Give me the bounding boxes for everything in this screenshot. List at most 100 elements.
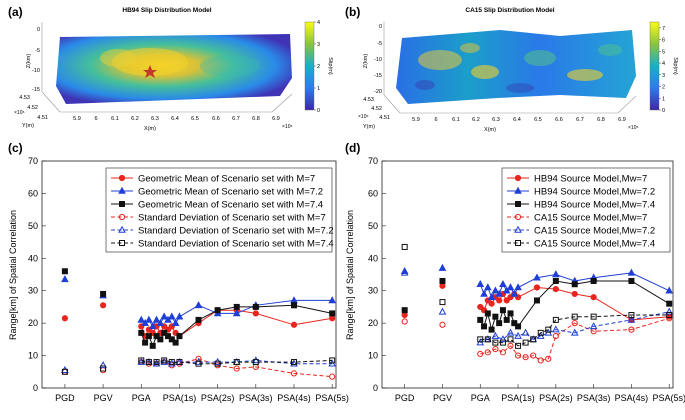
y-tick-label: 0 — [33, 383, 38, 393]
svg-text:5.9: 5.9 — [73, 116, 81, 122]
svg-text:6.5: 6.5 — [191, 116, 199, 122]
legend-label: Standard Deviation of Scenario set with … — [138, 239, 334, 250]
data-point — [480, 289, 488, 297]
colorbar-tick-label: 6 — [662, 38, 665, 44]
data-point — [118, 174, 126, 182]
data-point — [522, 354, 529, 361]
legend-entry: Standard Deviation of Scenario set with … — [111, 226, 334, 237]
data-point — [290, 359, 298, 367]
data-point — [137, 315, 146, 323]
panel-a-y-exponent: ×10⁶ — [14, 110, 25, 116]
data-point — [507, 336, 514, 343]
svg-text:6.6: 6.6 — [212, 116, 220, 122]
series-line — [480, 314, 670, 347]
svg-text:-10: -10 — [32, 68, 40, 74]
data-point — [514, 186, 522, 194]
data-point — [628, 277, 635, 284]
legend-box — [105, 167, 333, 253]
data-point — [142, 339, 149, 346]
svg-text:6.1: 6.1 — [111, 116, 119, 122]
legend-entry: CA15 Source Model,Mw=7.2 — [507, 226, 655, 237]
panel-a-axes — [41, 22, 293, 113]
y-tick-label: 50 — [368, 221, 378, 231]
series-line — [480, 311, 670, 344]
data-point — [233, 365, 240, 372]
data-point — [99, 367, 107, 374]
svg-text:4.51: 4.51 — [37, 115, 48, 121]
data-point — [545, 326, 552, 333]
data-point — [571, 320, 578, 327]
x-tick-label: PGD — [55, 393, 75, 403]
x-tick-label: PSA(3s) — [577, 393, 611, 403]
x-tick-label: PSA(3s) — [239, 393, 273, 403]
data-point — [507, 310, 514, 317]
data-point — [533, 273, 541, 281]
svg-text:6.2: 6.2 — [131, 116, 139, 122]
data-point — [507, 342, 514, 349]
data-point — [176, 333, 183, 340]
data-point — [515, 323, 522, 330]
data-point — [476, 279, 485, 288]
data-point — [291, 302, 297, 309]
data-point — [628, 312, 635, 319]
svg-text:-20: -20 — [374, 89, 382, 95]
data-point — [537, 329, 544, 336]
data-point — [628, 326, 635, 333]
panel-b-y-label: Y(m) — [363, 124, 375, 130]
data-point — [118, 186, 126, 194]
data-point — [100, 365, 107, 372]
svg-text:-15: -15 — [374, 73, 382, 79]
y-tick-label: 50 — [28, 221, 38, 231]
data-point — [510, 289, 519, 297]
data-point — [521, 328, 530, 336]
panel-b-slip-surface — [396, 30, 636, 104]
data-point — [499, 339, 506, 346]
data-point — [168, 359, 175, 366]
colorbar-tick-label: 1 — [662, 96, 665, 102]
legend-entry: Standard Deviation of Scenario set with … — [111, 213, 326, 224]
data-point — [439, 321, 446, 328]
legend-label: Standard Deviation of Scenario set with … — [138, 226, 334, 237]
panel-b: (b) CA15 Slip Distribution Model 0 -5 -1… — [345, 5, 678, 133]
y-tick-label: 10 — [368, 351, 378, 361]
legend-label: HB94 Source Model,Mw=7 — [534, 174, 647, 185]
panel-b-axes — [383, 22, 637, 114]
legend-label: CA15 Source Model,Mw=7.2 — [534, 226, 655, 237]
data-point — [533, 297, 540, 304]
data-point — [552, 277, 559, 284]
data-point — [172, 339, 179, 346]
y-tick-label: 0 — [373, 383, 378, 393]
panel-b-letter: (b) — [345, 5, 360, 19]
data-point — [627, 315, 636, 323]
data-point — [515, 240, 521, 246]
data-point — [545, 355, 552, 362]
colorbar-tick-label: 1 — [317, 86, 320, 92]
svg-text:0: 0 — [37, 27, 40, 33]
svg-text:4.53: 4.53 — [363, 97, 374, 103]
x-tick-label: PSA(2s) — [201, 393, 235, 403]
data-point — [477, 336, 484, 343]
data-point — [329, 373, 336, 380]
data-point — [522, 339, 529, 346]
x-tick-label: PSA(2s) — [539, 393, 573, 403]
colorbar-tick-label: 2 — [317, 64, 320, 70]
data-point — [438, 307, 447, 315]
svg-text:5.9: 5.9 — [412, 117, 420, 123]
legend-label: Geometric Mean of Scenario set with M=7.… — [138, 200, 323, 211]
data-point — [488, 300, 495, 307]
panel-b-colorbar-ticks: 0 1 2 3 4 5 6 7 — [659, 26, 665, 114]
svg-text:4.51: 4.51 — [379, 115, 390, 121]
data-point — [145, 359, 152, 366]
data-point — [118, 213, 126, 221]
panel-c-ylabel: Range[km] of Spatial Correlation — [8, 210, 18, 340]
legend: HB94 Source Model,Mw=7 HB94 Source Model,… — [501, 167, 671, 253]
data-point — [165, 333, 171, 340]
data-point — [145, 333, 152, 340]
y-tick-label: 10 — [28, 351, 38, 361]
data-point — [514, 331, 522, 339]
colorbar-tick-label: 5 — [662, 49, 665, 55]
data-point — [495, 289, 503, 297]
legend-entry: HB94 Source Model,Mw=7 — [507, 174, 647, 185]
data-point — [149, 342, 156, 349]
